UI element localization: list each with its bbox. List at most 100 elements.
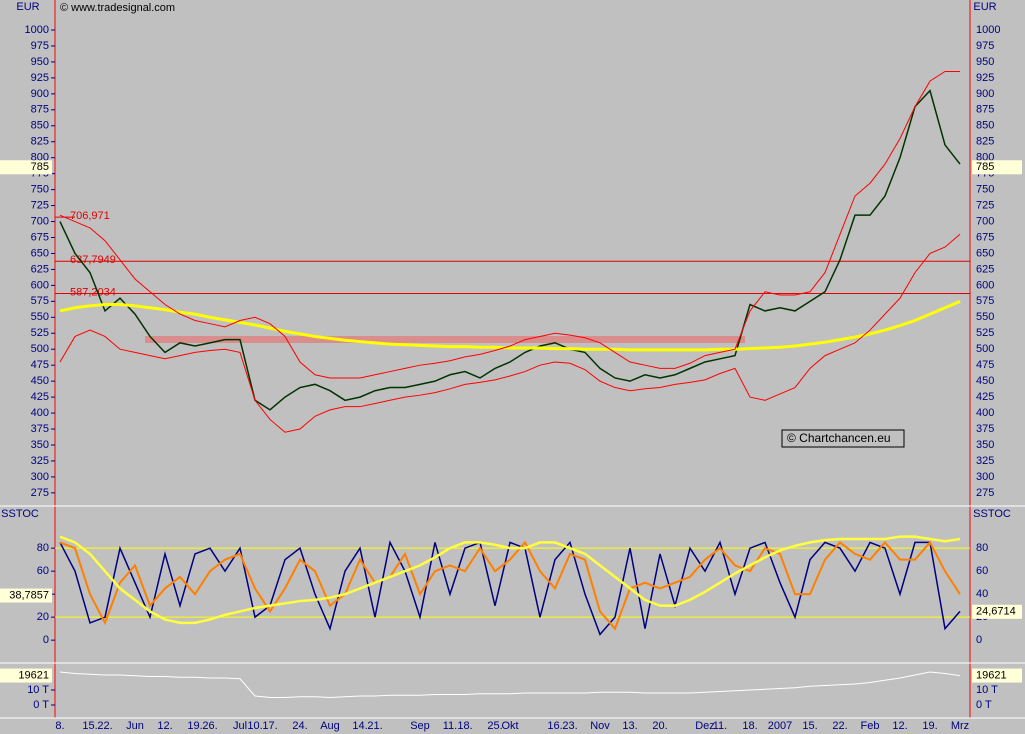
y-tick-label: 425: [31, 391, 49, 403]
x-tick-label: 20.: [652, 720, 667, 732]
y-tick-label: 525: [976, 327, 994, 339]
y-tick-label: 625: [31, 263, 49, 275]
x-tick-label: 11.: [713, 720, 727, 732]
y-tick-label: 300: [976, 471, 994, 483]
x-tick-label: 14.: [352, 720, 367, 732]
y-tick-label: 300: [31, 471, 49, 483]
current-value-box: [0, 668, 52, 683]
x-tick-label: Jul: [233, 720, 247, 732]
series-line: [59, 540, 961, 636]
x-tick-label: 15.: [802, 720, 817, 732]
x-tick-label: 13.: [622, 720, 637, 732]
x-tick-label: 19.: [187, 720, 202, 732]
y-tick-label: 725: [31, 199, 49, 211]
panel-title: SSTOC: [1, 508, 39, 520]
current-value-box: [972, 604, 1022, 619]
x-tick-label: Feb: [861, 720, 880, 732]
y-tick-label: 875: [31, 104, 49, 116]
x-tick-label: 12.: [892, 720, 907, 732]
x-tick-label: Dez: [695, 720, 715, 732]
y-tick-label: 1000: [25, 24, 49, 36]
current-value: 24,6714: [976, 606, 1016, 618]
y-tick-label: 500: [976, 343, 994, 355]
x-tick-label: Nov: [590, 720, 610, 732]
y-tick-label: 675: [31, 231, 49, 243]
series-line: [59, 535, 961, 625]
current-value-box: [972, 668, 1022, 683]
x-tick-label: 17.: [262, 720, 277, 732]
y-tick-label: 975: [976, 40, 994, 52]
y-tick-label: 10 T: [27, 684, 49, 696]
series-line: [59, 671, 961, 699]
x-tick-label: 18.: [742, 720, 757, 732]
y-tick-label: 40: [976, 588, 988, 600]
source: © www.tradesignal.com: [60, 2, 175, 14]
y-tick-label: 400: [976, 407, 994, 419]
x-tick-label: 16.: [547, 720, 562, 732]
y-tick-label: 575: [31, 295, 49, 307]
x-tick-label: 25.: [487, 720, 502, 732]
y-tick-label: 525: [31, 327, 49, 339]
series-line: [59, 299, 961, 352]
y-tick-label: 600: [31, 279, 49, 291]
x-tick-label: Jun: [126, 720, 144, 732]
y-tick-label: 60: [37, 565, 49, 577]
y-tick-label: 975: [31, 40, 49, 52]
y-tick-label: 925: [976, 72, 994, 84]
x-tick-label: 24.: [292, 720, 307, 732]
y-tick-label: 475: [976, 359, 994, 371]
y-tick-label: 425: [976, 391, 994, 403]
y-tick-label: 20: [37, 611, 49, 623]
watermark: © Chartchancen.eu: [787, 431, 891, 445]
x-tick-label: Aug: [320, 720, 340, 732]
y-tick-label: 275: [31, 487, 49, 499]
series-line: [59, 71, 960, 379]
x-tick-label: 15.: [82, 720, 97, 732]
x-tick-label: 22.: [97, 720, 112, 732]
y-tick-label: 550: [31, 311, 49, 323]
y-tick-label: 0 T: [976, 699, 992, 711]
x-tick-label: 10.: [247, 720, 262, 732]
y-label: EUR: [973, 1, 996, 13]
y-tick-label: 450: [976, 375, 994, 387]
y-tick-label: 500: [31, 343, 49, 355]
y-tick-label: 60: [976, 565, 988, 577]
y-tick-label: 625: [976, 263, 994, 275]
x-tick-label: 23.: [562, 720, 577, 732]
watermark-box: [781, 429, 905, 448]
y-label: EUR: [16, 1, 39, 13]
support-zone: [145, 336, 745, 343]
series-line: [59, 89, 961, 411]
level-label: 587,2034: [70, 286, 116, 298]
y-tick-label: 875: [976, 104, 994, 116]
y-tick-label: 1000: [976, 24, 1000, 36]
y-tick-label: 850: [976, 120, 994, 132]
y-tick-label: 275: [976, 487, 994, 499]
x-tick-label: Okt: [501, 720, 518, 732]
level-label: 637,7949: [70, 254, 116, 266]
y-tick-label: 80: [37, 542, 49, 554]
x-tick-label: 18.: [457, 720, 472, 732]
x-tick-label: 19.: [922, 720, 937, 732]
current-value: 785: [976, 161, 994, 173]
y-tick-label: 350: [976, 439, 994, 451]
x-tick-label: 11.: [443, 720, 457, 732]
y-tick-label: 900: [976, 88, 994, 100]
x-tick-label: 22.: [832, 720, 847, 732]
x-tick-label: 12.: [157, 720, 172, 732]
y-tick-label: 450: [31, 375, 49, 387]
current-value: 38,7857: [9, 589, 49, 601]
x-tick-label: 26.: [202, 720, 217, 732]
y-tick-label: 325: [976, 455, 994, 467]
y-tick-label: 750: [976, 184, 994, 196]
y-tick-label: 575: [976, 295, 994, 307]
y-tick-label: 375: [976, 423, 994, 435]
y-tick-label: 950: [31, 56, 49, 68]
current-value-box: [0, 588, 52, 603]
y-tick-label: 900: [31, 88, 49, 100]
y-tick-label: 400: [31, 407, 49, 419]
y-tick-label: 650: [976, 247, 994, 259]
x-tick-label: 2007: [768, 720, 792, 732]
